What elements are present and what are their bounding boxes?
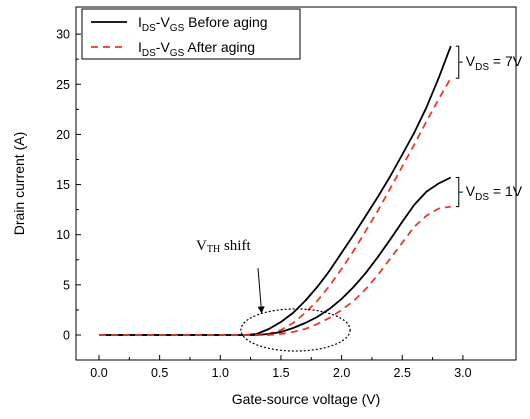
vds-7v-bracket — [455, 45, 463, 79]
series-line-3 — [99, 205, 451, 336]
vth-shift-ellipse — [240, 308, 351, 352]
x-tick-label: 1.5 — [272, 366, 289, 380]
x-tick-label: 3.0 — [454, 366, 471, 380]
curves — [99, 45, 452, 336]
y-axis-title: Drain current (A) — [11, 132, 27, 235]
y-tick-label: 10 — [56, 228, 70, 242]
x-axis-ticks: 0.0 0.5 1.0 1.5 2.0 2.5 3.0 — [90, 355, 472, 380]
y-axis-ticks: 0 5 10 15 20 25 30 — [56, 28, 81, 343]
series-line-0 — [99, 45, 452, 336]
y-tick-label: 0 — [63, 329, 70, 343]
x-tick-label: 1.0 — [212, 366, 229, 380]
vth-shift-arrow — [257, 267, 263, 314]
vth-shift-label: VTH shift — [196, 238, 251, 255]
x-tick-label: 2.5 — [394, 366, 411, 380]
vth-shift-arrowhead — [257, 306, 265, 314]
x-tick-label: 2.0 — [333, 366, 350, 380]
legend-label-before-aging: IDS-VGS Before aging — [138, 14, 268, 34]
y-tick-label: 25 — [56, 78, 70, 92]
plot-frame — [75, 6, 517, 361]
x-axis-title: Gate-source voltage (V) — [232, 391, 381, 407]
legend-label-after-aging: IDS-VGS After aging — [138, 39, 255, 59]
y-tick-label: 20 — [56, 128, 70, 142]
y-tick-label: 15 — [56, 178, 70, 192]
y-tick-label: 5 — [63, 278, 70, 292]
y-tick-label: 30 — [56, 28, 70, 42]
series-line-1 — [99, 77, 452, 336]
legend: IDS-VGS Before aging IDS-VGS After aging — [81, 8, 301, 60]
series-line-2 — [99, 176, 452, 336]
annotations: VTH shift VDS = 7V VDS = 1V — [196, 45, 523, 352]
legend-box — [81, 8, 301, 60]
vds-1v-bracket — [455, 177, 463, 208]
x-tick-label: 0.5 — [151, 366, 168, 380]
vds-7v-label: VDS = 7V — [466, 53, 523, 73]
vds-1v-label: VDS = 1V — [466, 183, 523, 203]
x-tick-label: 0.0 — [90, 366, 107, 380]
